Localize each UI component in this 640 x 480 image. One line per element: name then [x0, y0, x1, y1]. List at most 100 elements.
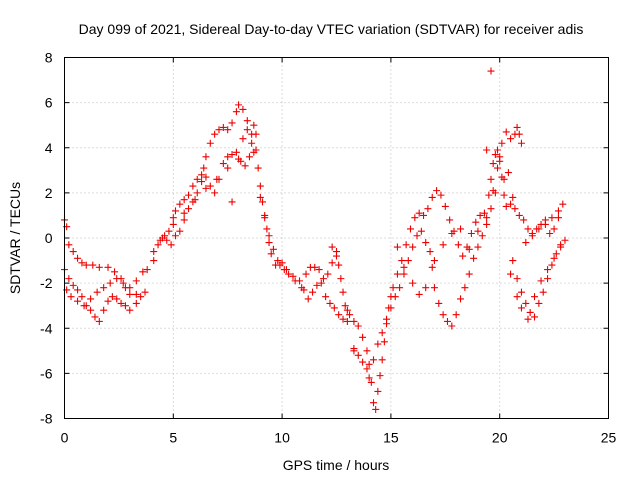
data-point: [93, 288, 101, 296]
data-point: [176, 227, 184, 235]
data-point: [374, 387, 382, 395]
y-tick-label: 0: [45, 230, 53, 246]
plot-area: [61, 67, 569, 413]
data-point: [350, 317, 358, 325]
data-point: [459, 252, 467, 260]
data-point: [265, 232, 273, 240]
data-point: [389, 284, 397, 292]
chart-title: Day 099 of 2021, Sidereal Day-to-day VTE…: [79, 21, 584, 37]
data-point: [265, 239, 273, 247]
data-point: [524, 315, 532, 323]
data-point: [417, 227, 425, 235]
data-point: [256, 182, 264, 190]
data-point: [89, 261, 97, 269]
data-point: [443, 317, 451, 325]
data-point: [322, 293, 330, 301]
data-point: [119, 279, 127, 287]
data-point: [504, 169, 512, 177]
data-point: [478, 232, 486, 240]
data-point: [311, 263, 319, 271]
data-point: [309, 288, 317, 296]
data-point: [454, 241, 462, 249]
data-point: [487, 175, 495, 183]
data-point: [413, 232, 421, 240]
data-point: [483, 146, 491, 154]
data-point: [302, 270, 310, 278]
data-point: [232, 148, 240, 156]
data-point: [335, 261, 343, 269]
y-tick-label: -8: [40, 411, 53, 427]
data-point: [472, 218, 480, 226]
data-point: [193, 175, 201, 183]
data-point: [422, 284, 430, 292]
data-point: [522, 239, 530, 247]
data-point: [474, 227, 482, 235]
data-point: [383, 315, 391, 323]
data-point: [300, 286, 308, 294]
y-axis-label: SDTVAR / TECUs: [7, 182, 23, 294]
data-point: [261, 214, 269, 222]
data-point: [474, 243, 482, 251]
data-point: [239, 135, 247, 143]
data-point: [243, 117, 251, 125]
data-point: [74, 254, 82, 262]
data-point: [415, 290, 423, 298]
data-point: [415, 209, 423, 217]
data-point: [359, 333, 367, 341]
data-point: [452, 311, 460, 319]
data-point: [554, 207, 562, 215]
data-point: [304, 295, 312, 303]
data-point: [228, 198, 236, 206]
data-point: [513, 123, 521, 131]
data-point: [137, 293, 145, 301]
x-tick-label: 15: [383, 430, 399, 446]
data-point: [339, 315, 347, 323]
data-point: [296, 277, 304, 285]
data-point: [206, 139, 214, 147]
data-point: [502, 202, 510, 210]
series-track-b: [61, 123, 569, 382]
data-point: [359, 358, 367, 366]
data-point: [213, 175, 221, 183]
data-point: [169, 220, 177, 228]
data-point: [448, 229, 456, 237]
data-point: [522, 299, 530, 307]
data-point: [343, 306, 351, 314]
data-point: [171, 207, 179, 215]
data-point: [211, 189, 219, 197]
data-point: [317, 279, 325, 287]
data-point: [496, 153, 504, 161]
data-point: [126, 284, 134, 292]
data-point: [541, 220, 549, 228]
data-point: [439, 311, 447, 319]
data-point: [363, 365, 371, 373]
data-point: [435, 299, 443, 307]
data-point: [448, 322, 456, 330]
data-point: [319, 275, 327, 283]
data-point: [420, 211, 428, 219]
data-point: [243, 126, 251, 134]
data-point: [185, 205, 193, 213]
data-point: [100, 306, 108, 314]
data-point: [507, 270, 515, 278]
data-point: [315, 266, 323, 274]
data-point: [528, 229, 536, 237]
data-point: [544, 275, 552, 283]
data-point: [215, 126, 223, 134]
data-point: [391, 293, 399, 301]
data-point: [150, 257, 158, 265]
data-point: [91, 313, 99, 321]
data-point: [369, 399, 377, 407]
data-point: [509, 193, 517, 201]
data-point: [324, 270, 332, 278]
data-point: [65, 241, 73, 249]
data-point: [337, 275, 345, 283]
axis-ticks: 0 5 10 15 20 25 -8 -6 -4 -2 0 2 4 6 8: [40, 50, 616, 446]
data-point: [180, 196, 188, 204]
data-point: [539, 288, 547, 296]
data-point: [113, 295, 121, 303]
data-point: [400, 263, 408, 271]
data-point: [141, 288, 149, 296]
data-point: [363, 347, 371, 355]
